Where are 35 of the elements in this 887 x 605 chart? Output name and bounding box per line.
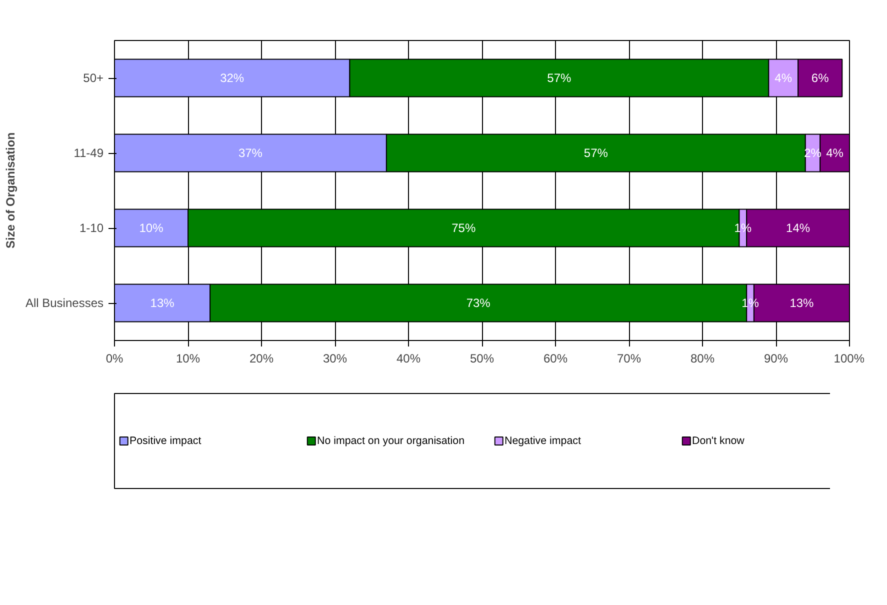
x-tick-label: 30%	[322, 352, 348, 366]
y-tick-label: 50+	[83, 71, 104, 85]
data-label: 32%	[220, 71, 244, 85]
x-tick-label: 0%	[106, 352, 124, 366]
x-tick-label: 70%	[616, 352, 642, 366]
data-label: 14%	[786, 221, 810, 235]
y-tick-label: All Businesses	[25, 296, 104, 310]
x-tick-label: 20%	[249, 352, 274, 366]
legend-label: No impact on your organisation	[317, 435, 465, 447]
x-tick-label: 10%	[176, 352, 200, 366]
legend-label: Negative impact	[504, 435, 581, 447]
data-label: 37%	[238, 146, 263, 160]
data-label: 4%	[826, 146, 844, 160]
y-tick-label: 1-10	[79, 221, 104, 235]
x-tick-label: 100%	[834, 352, 865, 366]
data-label: 1%	[734, 221, 752, 235]
x-tick-label: 60%	[543, 352, 568, 366]
x-tick-label: 80%	[690, 352, 715, 366]
data-label: 75%	[452, 221, 476, 235]
data-label: 57%	[547, 71, 572, 85]
data-label: 13%	[790, 296, 814, 310]
data-label: 73%	[466, 296, 491, 310]
data-label: 6%	[811, 71, 830, 85]
legend-label: Positive impact	[130, 435, 202, 447]
y-axis-title: Size of Organisation	[3, 132, 18, 249]
y-tick-label: 11-49	[74, 146, 104, 160]
x-tick-label: 40%	[396, 352, 421, 366]
data-label: 13%	[150, 296, 175, 310]
data-label: 4%	[774, 71, 792, 85]
x-tick-label: 90%	[764, 352, 788, 366]
data-label: 10%	[139, 221, 164, 235]
legend-label: Don't know	[692, 435, 745, 447]
x-tick-label: 50%	[470, 352, 494, 366]
data-label: 57%	[584, 146, 608, 160]
data-label: 1%	[742, 296, 760, 310]
